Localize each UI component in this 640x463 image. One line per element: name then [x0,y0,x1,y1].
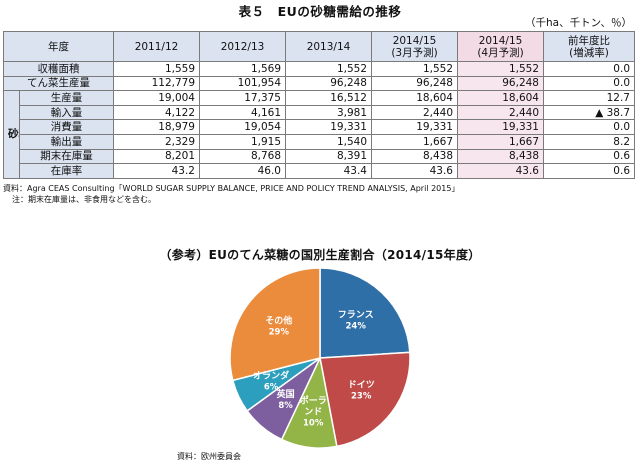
table-note: 注：期末在庫量は、非食用などを含む。 [12,195,156,204]
table-title: 表５ EUの砂糖需給の推移 [238,4,402,19]
table-cell: 43.4 [285,163,372,179]
table-row: 輸出量 2,329 1,915 1,540 1,667 1,667 8.2 [4,133,635,150]
header-col-text: (増減率) [569,46,609,59]
header-col: 2014/15 (3月予測) [371,31,458,62]
header-col-text: 2014/15 [478,34,523,47]
pie-slice [229,267,321,382]
slice-percent-label: 23% [351,392,372,402]
slice-name-label: ポーラ [300,395,327,407]
slice-percent-label: 6% [264,383,279,393]
table-cell: 19,331 [457,119,544,135]
header-col-text: 2011/12 [134,40,179,53]
row-label: 在庫率 [19,163,114,179]
slice-percent-label: 10% [303,419,324,429]
table-header-row: 年度 2011/12 2012/13 2013/14 2014/15 (3月予測)… [3,31,635,62]
slice-percent-label: 8% [278,401,293,411]
header-col: 前年度比 (増減率) [543,31,635,62]
row-label: 収穫面積 [3,61,114,77]
slice-name-label: その他 [265,315,292,327]
slice-percent-label: 29% [269,328,290,338]
supply-demand-table: 年度 2011/12 2012/13 2013/14 2014/15 (3月予測)… [3,31,635,179]
header-col: 2012/13 [199,31,286,62]
table-source: 資料：Agra CEAS Consulting「WORLD SUGAR SUPP… [3,184,460,193]
table-cell: 2,440 [457,104,544,121]
table-row: 収穫面積 1,559 1,569 1,552 1,552 1,552 0.0 [3,61,635,77]
header-col-text: 2013/14 [306,40,351,53]
pie-title: （参考）EUのてん菜糖の国別生産割合（2014/15年度） [159,248,481,262]
table-cell: 46.0 [199,163,286,179]
unit-note: （千ha、千トン、％） [525,17,632,29]
slice-percent-label: 24% [346,321,367,331]
header-col-text: 2014/15 [392,34,437,47]
table-row: 消費量 18,979 19,054 19,331 19,331 19,331 0.0 [4,119,635,135]
table-row: 在庫率 43.2 46.0 43.4 43.6 43.6 0.6 [4,163,635,179]
pie-source: 資料：欧州委員会 [177,452,241,461]
slice-name-label: 英国 [276,388,295,400]
table-row: てん菜生産量 112,779 101,954 96,248 96,248 96,248 0.… [3,75,635,92]
header-col: 2011/12 [113,31,200,62]
table-row: 輸入量 4,122 4,161 3,981 2,440 2,440 ▲ 38.7 [4,104,635,121]
header-col-text: (3月予測) [391,46,438,59]
pie-slice [319,267,411,359]
table-cell: 43.6 [457,163,544,179]
slice-name-label: ドイツ [348,380,375,391]
row-label: 期末在庫量 [19,148,114,165]
header-year: 年度 [3,31,114,62]
header-col-text: 2012/13 [220,40,265,53]
header-col-text: (4月予測) [477,46,524,59]
row-label: 輸入量 [19,104,114,121]
table-cell: 1,667 [457,133,544,150]
slice-name-label: オランダ [253,370,289,382]
table-cell: 18,604 [457,90,544,106]
header-col: 2013/14 [285,31,372,62]
header-col: 2014/15 (4月予測) [457,31,544,62]
pie-slice [319,351,411,448]
slice-name-label: ンド [304,407,322,418]
header-col-text: 前年度比 [568,34,610,47]
table-cell: 0.6 [543,163,635,179]
slice-name-label: フランス [338,309,374,320]
row-label: 生産量 [19,90,114,106]
